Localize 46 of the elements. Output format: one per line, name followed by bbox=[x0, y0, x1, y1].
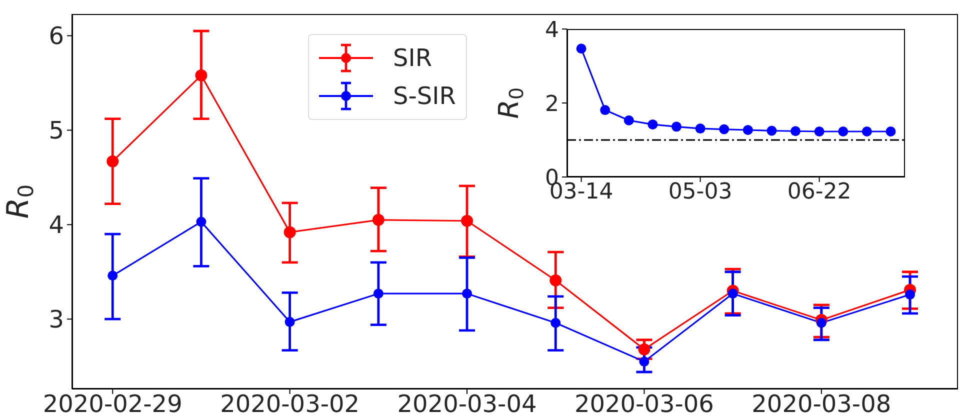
point bbox=[284, 226, 296, 238]
point bbox=[886, 126, 896, 136]
point bbox=[550, 318, 561, 328]
point bbox=[195, 69, 208, 82]
y-tick-label: 5 bbox=[48, 116, 64, 145]
x-tick-label: 2020-03-06 bbox=[574, 390, 714, 418]
y-tick-label: 6 bbox=[48, 22, 64, 50]
y-tick-label: 2 bbox=[545, 92, 559, 117]
point bbox=[814, 126, 824, 136]
point bbox=[816, 318, 826, 328]
point bbox=[462, 288, 472, 299]
point bbox=[461, 214, 474, 227]
point bbox=[284, 316, 295, 327]
point bbox=[550, 274, 562, 286]
x-tick-label: 05-03 bbox=[668, 180, 732, 205]
x-tick-label: 2020-03-08 bbox=[752, 390, 892, 418]
point bbox=[671, 122, 682, 132]
y-tick-label: 3 bbox=[48, 306, 64, 334]
point bbox=[838, 126, 848, 136]
point bbox=[648, 119, 658, 130]
point bbox=[905, 290, 916, 300]
point bbox=[766, 126, 777, 136]
point bbox=[106, 155, 119, 168]
x-tick-label: 2020-03-02 bbox=[220, 390, 360, 418]
point bbox=[372, 214, 384, 226]
legend-label: S-SIR bbox=[393, 82, 456, 110]
point bbox=[742, 125, 753, 136]
y-tick-label: 4 bbox=[545, 18, 559, 43]
legend-label: SIR bbox=[393, 44, 432, 72]
x-tick-label: 2020-03-04 bbox=[397, 390, 537, 418]
point bbox=[638, 343, 650, 356]
point bbox=[600, 105, 610, 116]
point bbox=[373, 288, 384, 299]
point bbox=[196, 216, 206, 227]
point bbox=[639, 356, 650, 367]
point bbox=[695, 124, 706, 134]
point bbox=[790, 126, 801, 136]
y-tick-label: 4 bbox=[48, 211, 64, 240]
point bbox=[108, 270, 118, 281]
point bbox=[719, 124, 730, 134]
x-tick-label: 06-22 bbox=[787, 180, 852, 205]
x-tick-label: 2020-02-29 bbox=[42, 390, 182, 418]
point bbox=[728, 288, 738, 299]
point bbox=[576, 44, 586, 54]
point bbox=[624, 115, 634, 126]
point bbox=[862, 126, 872, 136]
